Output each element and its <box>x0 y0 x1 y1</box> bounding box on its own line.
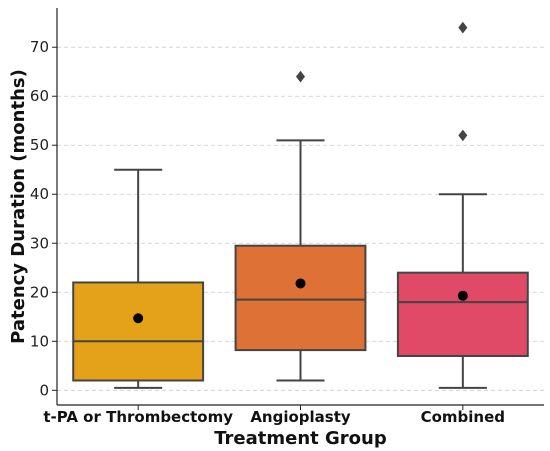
axes: 0 10 20 30 40 50 60 70 t-PA or Thrombectomy Angio… <box>30 8 544 426</box>
y-tick-label: 20 <box>30 283 49 301</box>
y-axis-title: Patency Duration (months) <box>8 69 29 344</box>
box-iqr <box>72 281 205 382</box>
mean-marker <box>295 278 306 289</box>
box-series <box>72 21 529 389</box>
box-group <box>234 70 367 382</box>
y-tick-label: 10 <box>30 332 49 350</box>
mean-marker <box>133 313 144 324</box>
box-group <box>396 21 529 389</box>
y-tick-label: 40 <box>30 185 49 203</box>
outlier-point <box>458 129 468 142</box>
x-tick-label: Combined <box>421 408 505 426</box>
box-group <box>72 168 205 389</box>
x-tick-label: t-PA or Thrombectomy <box>43 408 233 426</box>
outlier-point <box>458 21 468 34</box>
x-axis-title: Treatment Group <box>214 428 387 449</box>
box-iqr <box>396 271 529 357</box>
y-tick-label: 30 <box>30 234 49 252</box>
y-tick-label: 60 <box>30 87 49 105</box>
x-tick-label: Angioplasty <box>250 408 351 426</box>
box-iqr <box>234 244 367 352</box>
y-tick-label: 0 <box>39 381 49 399</box>
y-tick-label: 50 <box>30 136 49 154</box>
outlier-point <box>296 70 305 83</box>
mean-marker <box>457 290 468 301</box>
y-tick-label: 70 <box>30 38 49 56</box>
